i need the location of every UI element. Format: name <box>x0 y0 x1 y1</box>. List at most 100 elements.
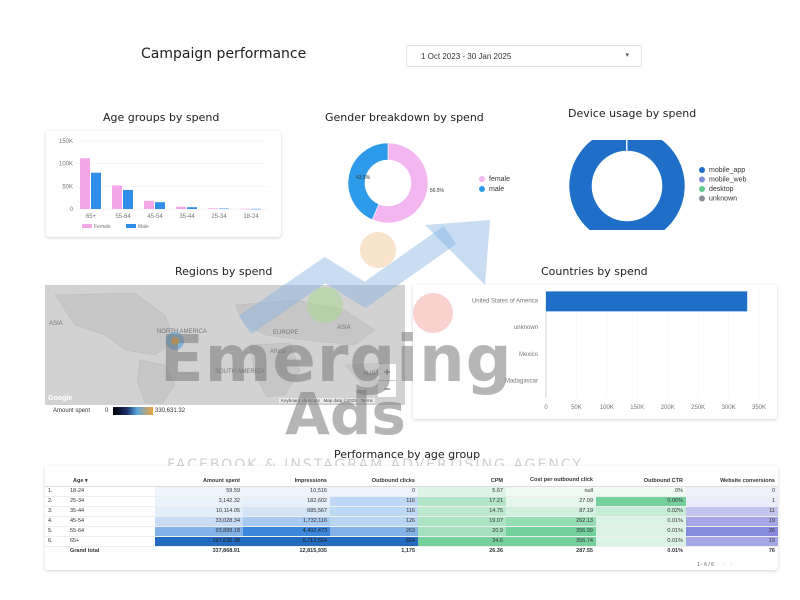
performance-table-panel: Age ▾ Amount spent Impressions Outbound … <box>45 466 778 570</box>
map-label: EUROPE <box>273 330 299 336</box>
sort-icon: ▾ <box>84 477 88 484</box>
table-cell: 45-54 <box>67 516 155 527</box>
table-cell: 197,636.38 <box>155 536 243 547</box>
world-map-shapes <box>54 292 394 404</box>
countries-bar-chart: 0 50K 100K 150K 200K 250K 300K 350K United State… <box>472 291 766 411</box>
table-cell: 27.09 <box>506 496 596 507</box>
column-header-cpm[interactable]: CPM <box>418 466 506 487</box>
row-number: 1. <box>45 486 67 497</box>
country-xtick: 50K <box>571 405 582 411</box>
age-bar-female <box>240 208 250 210</box>
table-cell: 11 <box>686 506 778 517</box>
age-ytick: 0 <box>70 207 74 213</box>
age-bar-male <box>187 207 197 209</box>
age-bar-male <box>219 208 229 210</box>
table-cell: 55-64 <box>67 526 155 537</box>
date-range-picker[interactable]: 1 Oct 2023 - 30 Jan 2025 ▾ <box>406 45 642 67</box>
age-bar-chart: 150K 100K 50K 0 65+ 55-64 45-54 35-44 25-34 18-24… <box>59 139 268 230</box>
grand-total-row: Grand total 337,868.91 12,815,935 1,175 26.3… <box>45 546 778 556</box>
gender-slice <box>371 142 429 224</box>
total-cell: 1,175 <box>401 548 415 555</box>
row-number: 5. <box>45 526 67 537</box>
table-cell: 1,732,116 <box>243 516 330 527</box>
age-chart-title: Age groups by spend <box>103 111 220 124</box>
total-cell: 287.55 <box>576 548 593 555</box>
table-cell: 182,602 <box>243 496 330 507</box>
country-xtick: 150K <box>630 405 644 411</box>
column-header-impressions[interactable]: Impressions <box>243 466 330 487</box>
table-cell: 65+ <box>67 536 155 547</box>
page-title: Campaign performance <box>141 46 307 62</box>
country-ytick: United States of America <box>472 298 539 304</box>
zoom-in-button[interactable]: + <box>378 364 396 380</box>
table-row: 6. 65+ 197,636.38 5,712,554 554 34.6 356.74 0.0… <box>45 536 778 547</box>
pagination[interactable]: 1 - 6 / 6 ‹ › <box>696 562 732 568</box>
total-cell: Grand total <box>70 548 100 555</box>
table-cell: 59.59 <box>155 486 243 497</box>
map-label: SOUTH AMERICA <box>215 369 265 375</box>
table-cell: 4,492,473 <box>243 526 330 537</box>
device-legend-label: desktop <box>709 186 734 193</box>
age-bar-female <box>176 206 186 209</box>
row-number: 4. <box>45 516 67 527</box>
map-label: ASIA <box>337 325 351 331</box>
age-bar-female <box>144 200 154 209</box>
age-bar-male <box>91 172 101 209</box>
table-title: Performance by age group <box>334 448 481 461</box>
table-row: 4. 45-54 33,028.34 1,732,116 126 19.07 262.13 0… <box>45 516 778 527</box>
gender-data-label: 43.5% <box>356 175 371 181</box>
table-cell: 685,567 <box>243 506 330 517</box>
device-legend-swatch <box>699 195 705 202</box>
keyboard-shortcuts-link[interactable]: Keyboard shortcuts <box>281 398 320 403</box>
age-xtick: 18-24 <box>243 214 259 220</box>
column-header-cost-per-outbound-click[interactable]: Cost per outbound click <box>506 466 596 487</box>
country-ytick: Mexico <box>519 352 539 358</box>
column-header-outbound-ctr[interactable]: Outbound CTR <box>596 466 686 487</box>
gender-slice <box>347 142 389 221</box>
table-cell: 34.6 <box>418 536 506 547</box>
performance-table: Age ▾ Amount spent Impressions Outbound … <box>45 466 778 556</box>
age-xtick: 65+ <box>86 214 97 220</box>
gender-data-label: 56.5% <box>430 188 445 194</box>
table-cell: 19 <box>686 516 778 527</box>
table-row: 3. 35-44 10,114.05 685,567 116 14.75 87.19 0.02… <box>45 506 778 517</box>
table-cell: 3,142.32 <box>155 496 243 507</box>
age-bar-male <box>123 189 133 209</box>
device-legend-label: mobile_web <box>709 177 746 184</box>
table-cell: 10,516 <box>243 486 330 497</box>
chevron-left-icon[interactable]: ‹ <box>723 562 725 568</box>
column-header-website-conversions[interactable]: Website conversions <box>686 466 778 487</box>
table-cell: null <box>506 486 596 497</box>
age-ytick: 50K <box>62 184 73 190</box>
map-legend-label: Amount spent <box>53 408 91 414</box>
table-cell: 0.06% <box>596 496 686 507</box>
row-number: 6. <box>45 536 67 547</box>
terms-link[interactable]: Terms <box>360 398 373 403</box>
age-xtick: 55-64 <box>115 214 131 220</box>
regions-map[interactable]: ASIA NORTH AMERICA SOUTH AMERICA EUROPE … <box>45 285 405 405</box>
zoom-out-button[interactable]: − <box>378 381 396 397</box>
table-cell: 356.99 <box>506 526 596 537</box>
table-cell: 14.75 <box>418 506 506 517</box>
map-label: NORTH AMERICA <box>157 329 207 335</box>
table-cell: 20.9 <box>418 526 506 537</box>
row-number: 2. <box>45 496 67 507</box>
table-cell: 0% <box>596 486 686 497</box>
column-header-outbound-clicks[interactable]: Outbound clicks <box>330 466 418 487</box>
age-bar-male <box>251 208 261 210</box>
total-cell: 76 <box>768 548 775 555</box>
age-chart-panel: 150K 100K 50K 0 65+ 55-64 45-54 35-44 25-34 18-24… <box>46 131 281 237</box>
country-xtick: 0 <box>544 405 548 411</box>
age-bar-female <box>208 208 218 209</box>
table-row: 1. 18-24 59.59 10,516 0 5.67 null 0% 0 <box>45 486 778 497</box>
table-header-row: Age ▾ Amount spent Impressions Outbound … <box>45 466 778 487</box>
chevron-down-icon: ▾ <box>625 52 629 59</box>
table-cell: 19.07 <box>418 516 506 527</box>
column-header-age[interactable]: Age ▾ <box>67 466 155 487</box>
age-legend-label: Female <box>94 224 111 230</box>
table-cell: 17.21 <box>418 496 506 507</box>
column-header-amount-spent[interactable]: Amount spent <box>155 466 243 487</box>
map-label: Africa <box>270 349 286 355</box>
chevron-right-icon[interactable]: › <box>730 562 732 568</box>
table-cell: 0.01% <box>596 516 686 527</box>
